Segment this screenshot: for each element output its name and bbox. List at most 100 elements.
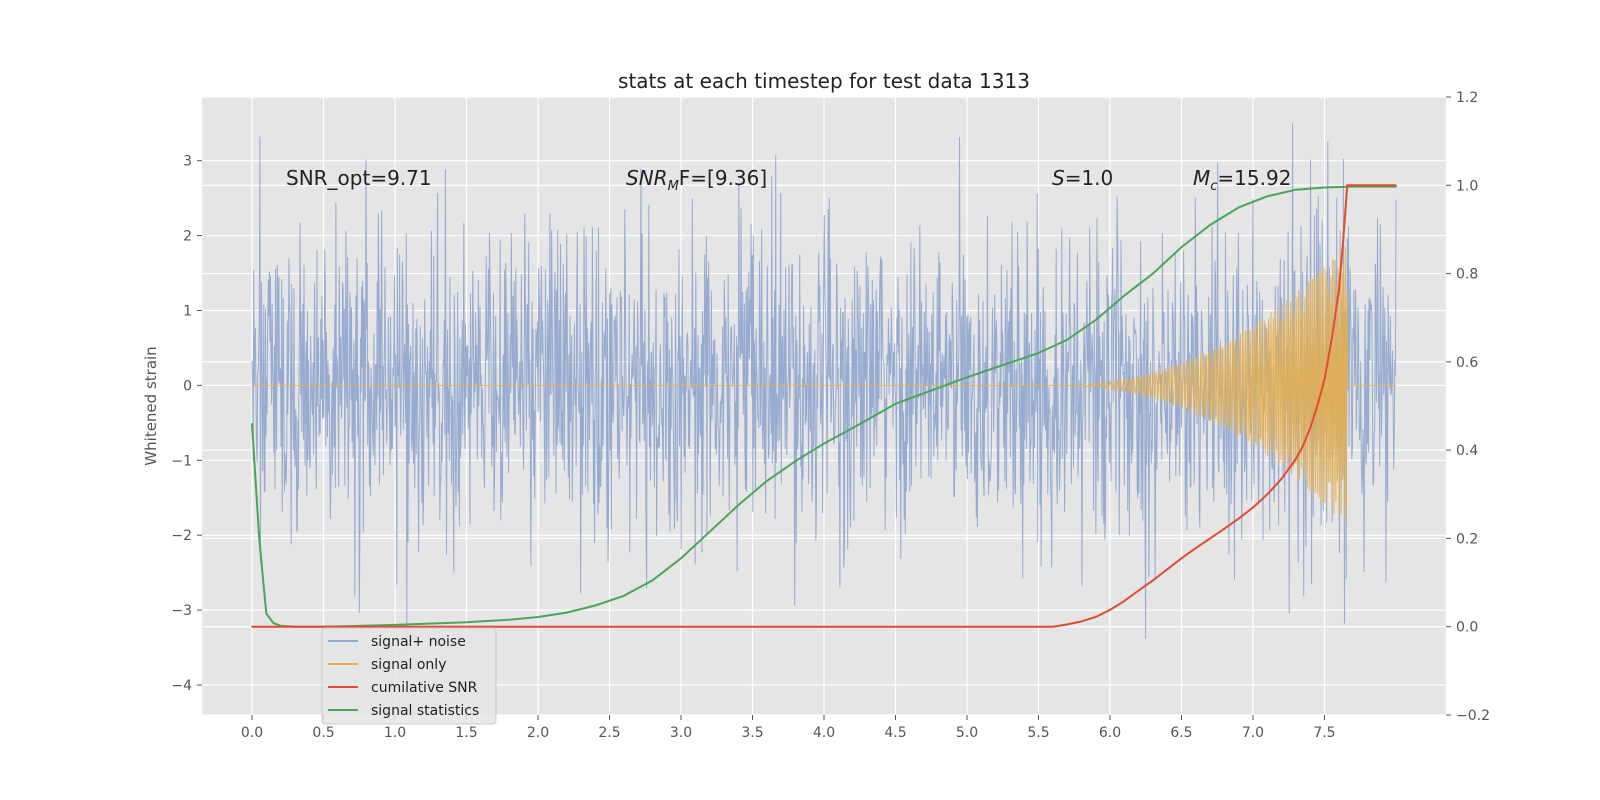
cumulative-snr-point xyxy=(1123,600,1126,602)
cumulative-snr-point xyxy=(1180,557,1183,560)
cumulative-snr-point xyxy=(1323,378,1326,381)
cumulative-snr-point xyxy=(1195,547,1197,549)
x-tick-label: 7.5 xyxy=(1313,725,1335,741)
signal-statistics-point xyxy=(794,460,797,463)
mc-value: =15.92 xyxy=(1217,166,1291,190)
chart-title: stats at each timestep for test data 131… xyxy=(618,69,1030,93)
y2-tick-label: 0.0 xyxy=(1456,620,1478,636)
snr-mf-base: SNR xyxy=(626,166,668,190)
signal-statistics-point xyxy=(1094,319,1097,321)
signal-statistics-point xyxy=(1209,224,1211,226)
x-tick-label: 7.0 xyxy=(1242,725,1264,741)
cumulative-snr-point xyxy=(1280,478,1283,480)
signal-statistics-point xyxy=(265,612,268,615)
signal-statistics-point xyxy=(1323,186,1326,189)
signal-statistics-point xyxy=(251,422,253,425)
y2-tick-label: 1.0 xyxy=(1456,178,1478,194)
y2-tick-label: −0.2 xyxy=(1456,708,1490,724)
x-tick-label: 3.5 xyxy=(741,725,763,741)
cumulative-snr-point xyxy=(1309,427,1311,429)
s-symbol: S xyxy=(1052,166,1065,190)
x-tick-label: 5.5 xyxy=(1027,725,1049,741)
cumulative-snr-point xyxy=(1266,493,1269,496)
signal-statistics-point xyxy=(394,624,396,626)
legend-label-signal-statistics: signal statistics xyxy=(371,703,479,719)
y-tick-label: 1 xyxy=(183,303,192,319)
signal-statistics-point xyxy=(623,595,625,597)
legend-label-signal: signal only xyxy=(371,657,446,673)
cumulative-snr-point xyxy=(1152,579,1154,582)
x-tick-label: 2.0 xyxy=(527,725,549,741)
snr-mf-rest: F=[9.36] xyxy=(679,166,767,190)
signal-statistics-point xyxy=(594,604,596,607)
signal-statistics-point xyxy=(737,504,739,507)
cumulative-snr-point xyxy=(1346,184,1349,187)
signal-series xyxy=(252,246,1396,523)
annotation-s: S=1.0 xyxy=(1052,166,1113,190)
annotation-snr-opt: SNR_opt=9.71 xyxy=(286,166,432,190)
cumulative-snr-point xyxy=(966,625,968,628)
y-tick-label: −1 xyxy=(171,453,192,469)
signal-statistics-point xyxy=(1066,339,1068,341)
signal-statistics-point xyxy=(565,611,568,614)
signal-statistics-point xyxy=(1237,206,1240,209)
cumulative-snr-point xyxy=(1094,616,1097,618)
y-tick-label: −4 xyxy=(171,678,192,694)
x-tick-label: 5.0 xyxy=(956,725,978,741)
cumulative-snr-point xyxy=(1080,620,1083,623)
snr-mf-sub: M xyxy=(668,179,679,194)
series-signal-only xyxy=(252,246,1396,523)
x-tick-label: 6.5 xyxy=(1170,725,1192,741)
x-tick-label: 0.5 xyxy=(312,725,334,741)
signal-statistics-point xyxy=(1037,352,1040,354)
cumulative-snr-point xyxy=(1395,184,1397,187)
y2-tick-label: 0.6 xyxy=(1456,355,1478,371)
x-tick-label: 1.0 xyxy=(384,725,406,741)
noise-series xyxy=(251,123,1397,650)
cumulative-snr-point xyxy=(1316,405,1319,407)
signal-statistics-point xyxy=(1266,195,1269,198)
cumulative-snr-point xyxy=(1223,527,1226,530)
cumulative-snr-point xyxy=(1252,506,1254,509)
annotation-snr-mf: SNRMF=[9.36] xyxy=(626,166,767,194)
signal-statistics-point xyxy=(966,376,968,379)
signal-statistics-point xyxy=(894,403,897,405)
cumulative-snr-point xyxy=(1295,458,1297,460)
y-tick-label: 2 xyxy=(183,229,192,245)
x-tick-label: 4.5 xyxy=(884,725,906,741)
signal-statistics-point xyxy=(823,442,825,445)
cumulative-snr-point xyxy=(251,625,253,628)
x-tick-label: 6.0 xyxy=(1099,725,1121,741)
signal-statistics-point xyxy=(651,579,654,582)
legend: signal+ noise signal only cumilative SNR… xyxy=(321,627,497,725)
cumulative-snr-point xyxy=(1052,625,1054,628)
cumulative-snr-point xyxy=(1302,444,1304,447)
mc-symbol: M xyxy=(1193,166,1210,190)
stat-series xyxy=(251,184,1397,628)
y-tick-label: −2 xyxy=(171,528,192,544)
y2-tick-label: 0.4 xyxy=(1456,443,1478,459)
signal-statistics-point xyxy=(465,621,468,624)
signal-statistics-point xyxy=(766,480,768,482)
cumulative-snr-point xyxy=(1166,568,1168,571)
cumulative-snr-point xyxy=(680,625,682,628)
signal-statistics-point xyxy=(272,622,275,624)
x-tick-label: 0.0 xyxy=(241,725,263,741)
cumulative-snr-point xyxy=(537,625,539,628)
series-signal-plus-noise xyxy=(251,123,1397,650)
signal-statistics-point xyxy=(1180,246,1183,248)
y2-tick-label: 1.2 xyxy=(1456,90,1478,106)
annotation-mc: Mc=15.92 xyxy=(1193,166,1291,194)
signal-statistics-point xyxy=(258,537,261,540)
cumulative-snr-point xyxy=(1330,339,1333,341)
axis-ticks: 0.0 0.5 1.0 1.5 2.0 2.5 3.0 3.5 4.0 4.5 5.0 5.5 6.0 6… xyxy=(171,90,1490,741)
y2-tick-label: 0.2 xyxy=(1456,531,1478,547)
cumulative-snr-point xyxy=(823,625,825,628)
signal-statistics-point xyxy=(537,616,539,618)
signal-statistics-point xyxy=(851,427,854,429)
signal-statistics-point xyxy=(708,531,711,533)
x-tick-label: 2.5 xyxy=(598,725,620,741)
cumulative-snr-point xyxy=(394,625,396,628)
cumulative-snr-point xyxy=(1109,609,1111,611)
